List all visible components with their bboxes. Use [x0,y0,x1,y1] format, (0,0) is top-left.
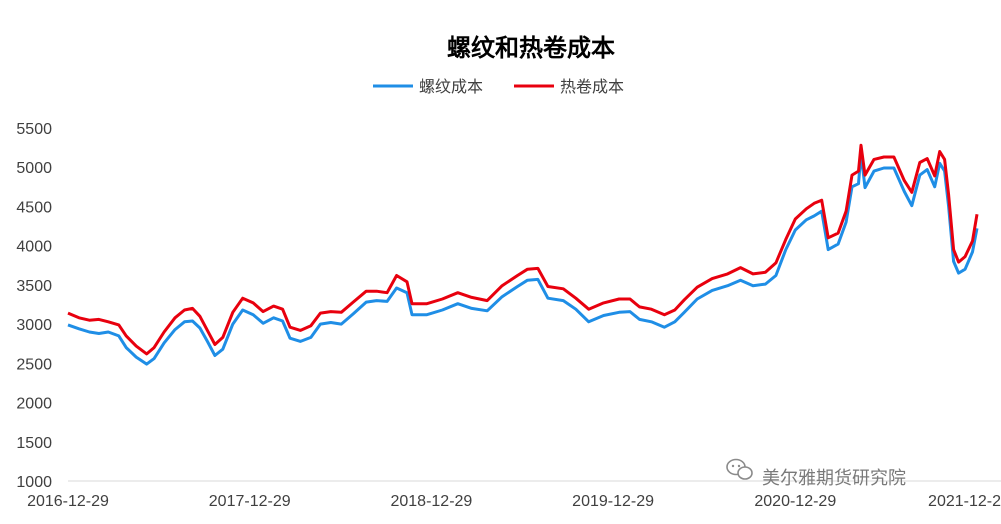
series-line-hrc-cost [67,143,979,356]
watermark-text: 美尔雅期货研究院 [762,468,906,489]
y-tick-label: 2500 [16,356,52,373]
x-tick-label: 2020-12-29 [754,493,836,510]
legend-label-hrc: 热卷成本 [560,77,624,96]
y-tick-label: 3500 [16,278,52,295]
x-tick-label: 2021-12-2 [928,493,1001,510]
x-tick-label: 2018-12-29 [390,493,472,510]
legend-label-rebar: 螺纹成本 [419,77,483,96]
y-axis: 1000 1500 2000 2500 3000 3500 4000 4500 5000 5500 [16,121,52,491]
wechat-icon [726,458,753,480]
y-tick-label: 4000 [16,239,52,256]
y-tick-label: 1500 [16,435,52,452]
x-tick-label: 2017-12-29 [209,493,291,510]
y-tick-label: 4500 [16,199,52,216]
y-tick-label: 3000 [16,317,52,334]
y-tick-label: 2000 [16,396,52,413]
plot-area [67,143,979,366]
y-tick-label: 1000 [16,474,52,491]
x-tick-label: 2016-12-29 [27,493,109,510]
chart-title: 螺纹和热卷成本 [447,34,615,62]
x-tick-label: 2019-12-29 [572,493,654,510]
series-line-rebar-cost [67,151,979,366]
x-axis: 2016-12-29 2017-12-29 2018-12-29 2019-12-29… [27,493,1001,510]
watermark: 美尔雅期货研究院 [726,458,906,489]
y-tick-label: 5500 [16,121,52,138]
y-tick-label: 5000 [16,160,52,177]
legend: 螺纹成本 热卷成本 [373,77,624,96]
